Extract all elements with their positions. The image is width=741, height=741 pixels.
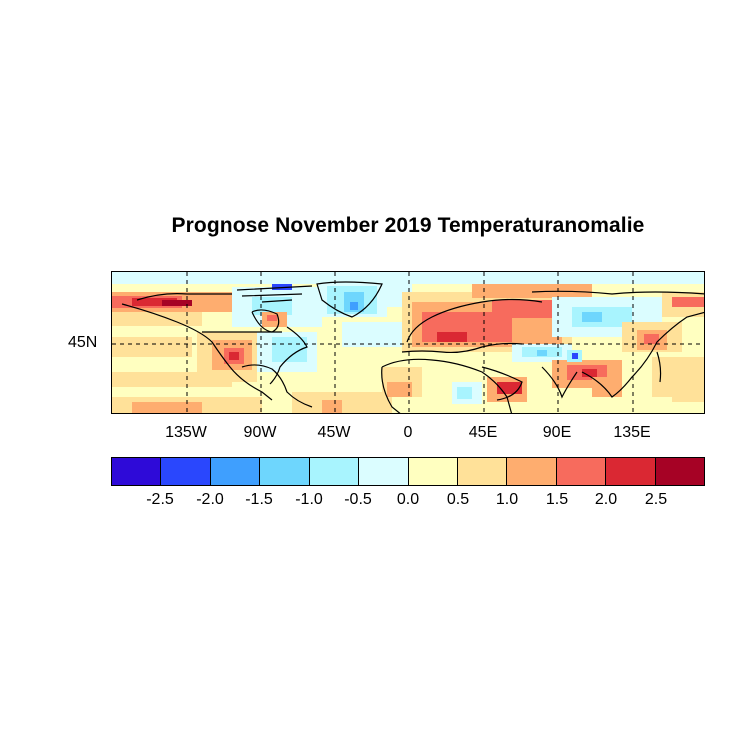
longitude-label-45e: 45E <box>468 424 498 441</box>
graticule <box>112 272 704 413</box>
latitude-label-45n: 45N <box>68 334 98 351</box>
longitude-label-0: 0 <box>403 424 413 441</box>
colorbar-swatch <box>161 458 211 485</box>
colorbar-swatch <box>359 458 409 485</box>
map-canvas <box>112 272 704 413</box>
longitude-label-45w: 45W <box>317 424 351 441</box>
colorbar-swatch <box>507 458 557 485</box>
colorbar-swatch <box>606 458 656 485</box>
colorbar-label: -2.0 <box>196 491 224 508</box>
colorbar-label: -0.5 <box>344 491 372 508</box>
longitude-label-135w: 135W <box>165 424 207 441</box>
colorbar-swatch <box>309 458 360 485</box>
colorbar-label: 0.0 <box>396 491 420 508</box>
longitude-label-135e: 135E <box>613 424 651 441</box>
colorbar-swatch <box>655 458 705 485</box>
chart-title: Prognose November 2019 Temperaturanomali… <box>171 214 645 237</box>
colorbar-label: -1.5 <box>245 491 273 508</box>
colorbar-swatch <box>260 458 310 485</box>
colorbar-swatch <box>210 458 261 485</box>
colorbar-label: 2.0 <box>594 491 618 508</box>
colorbar-swatch <box>408 458 458 485</box>
colorbar-label: -2.5 <box>146 491 174 508</box>
colorbar-swatch <box>457 458 508 485</box>
colorbar-label: 1.0 <box>495 491 519 508</box>
colorbar-swatch <box>556 458 607 485</box>
colorbar-label: 2.5 <box>644 491 668 508</box>
colorbar-label: -1.0 <box>295 491 323 508</box>
colorbar-swatch <box>112 458 162 485</box>
colorbar-label: 0.5 <box>446 491 470 508</box>
colorbar-label: 1.5 <box>545 491 569 508</box>
anomaly-map <box>111 271 705 414</box>
longitude-label-90w: 90W <box>243 424 277 441</box>
longitude-label-90e: 90E <box>542 424 572 441</box>
colorbar <box>111 457 705 486</box>
